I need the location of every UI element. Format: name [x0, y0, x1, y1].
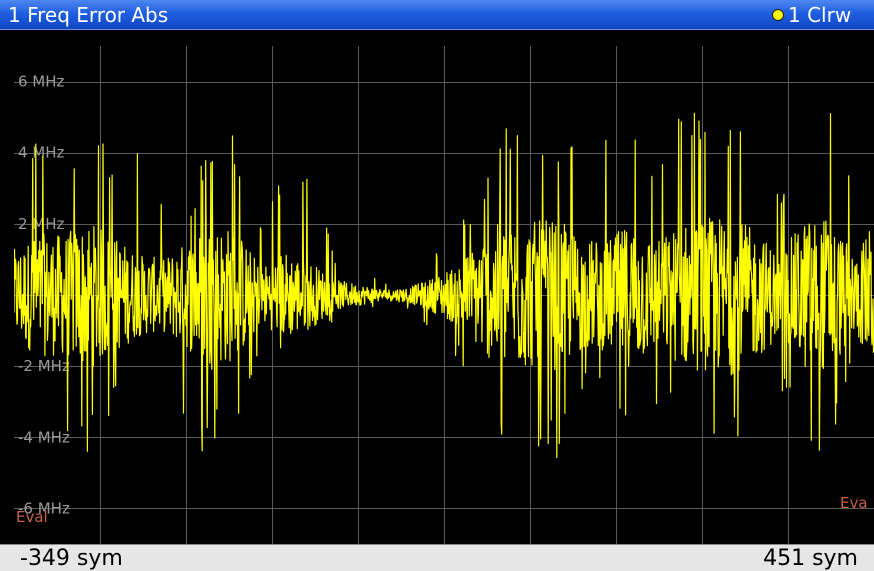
y-tick-label: -4 MHz — [18, 428, 70, 446]
eval-label-right: Eva — [840, 494, 868, 512]
trace-mode-label: 1 Clrw — [788, 3, 852, 27]
trace-indicator-dot-icon — [772, 9, 784, 21]
eval-label-left: Eval — [16, 508, 48, 526]
y-tick-label: -6 MHz — [18, 499, 70, 517]
y-tick-label: -2 MHz — [18, 357, 70, 375]
trace-window-titlebar[interactable]: 1 Freq Error Abs 1 Clrw — [0, 0, 874, 30]
trace-1-line — [14, 112, 874, 459]
y-tick-label: 6 MHz — [18, 73, 65, 91]
trace-badge[interactable]: 1 Clrw — [772, 3, 852, 27]
x-start-label: -349 sym — [20, 546, 123, 571]
x-stop-label: 451 sym — [763, 546, 858, 571]
x-axis-footer: -349 sym 451 sym — [0, 544, 874, 571]
plot-area[interactable]: 6 MHz 4 MHz 2 MHz -2 MHz -4 MHz -6 MHz Eval Eva — [14, 46, 874, 544]
window-title: 1 Freq Error Abs — [8, 3, 169, 27]
y-tick-label: 4 MHz — [18, 144, 65, 162]
y-tick-label: 2 MHz — [18, 215, 65, 233]
